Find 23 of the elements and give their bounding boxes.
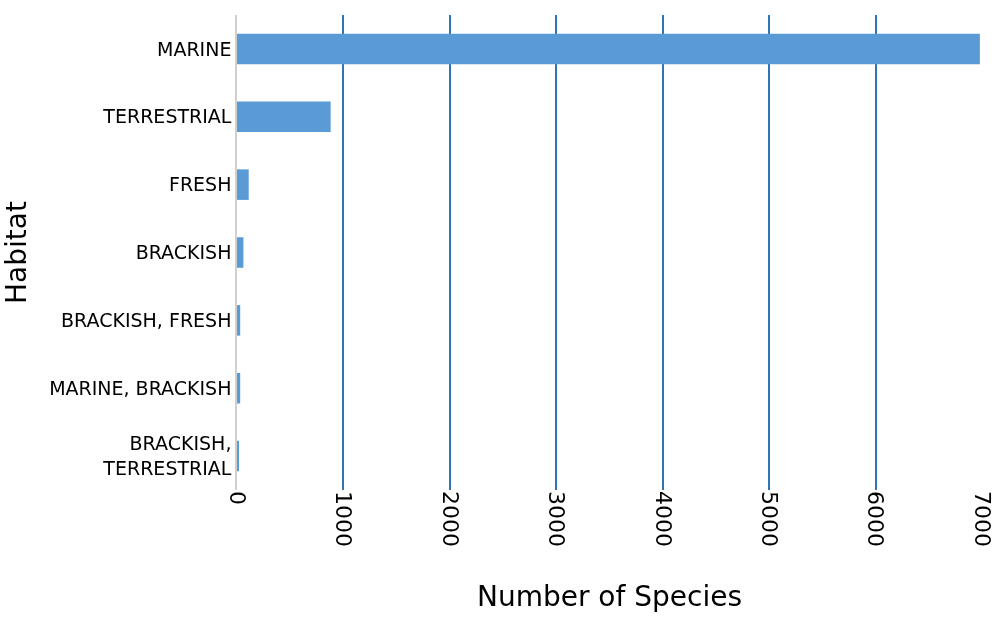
bar	[237, 372, 241, 404]
y-axis-title: Habitat	[0, 201, 33, 304]
x-tick-label: 1000	[331, 491, 357, 547]
x-tick-label: 2000	[437, 491, 463, 547]
bar	[237, 305, 241, 336]
y-tick-label: TERRESTRIAL	[102, 105, 232, 128]
y-tick-label: MARINE	[157, 37, 232, 60]
x-tick-label: 5000	[756, 491, 782, 547]
x-tick-label: 7000	[969, 491, 995, 547]
bar	[237, 101, 331, 133]
y-tick-label: FRESH	[168, 173, 232, 196]
x-tick-label: 3000	[544, 491, 570, 547]
x-tick-label: 4000	[650, 491, 676, 547]
x-tick-label: 6000	[863, 491, 889, 547]
y-tick-label: BRACKISH, FRESH	[61, 309, 232, 332]
y-tick-label: BRACKISH	[135, 241, 232, 264]
x-axis-title: Number of Species	[476, 580, 743, 614]
x-tick-label: 0	[224, 491, 250, 505]
bar	[237, 33, 980, 65]
y-tick-label: MARINE, BRACKISH	[49, 376, 232, 399]
y-tick-label: BRACKISH, TERRESTRIAL	[102, 432, 232, 480]
bar	[237, 169, 249, 200]
bar	[237, 237, 244, 268]
